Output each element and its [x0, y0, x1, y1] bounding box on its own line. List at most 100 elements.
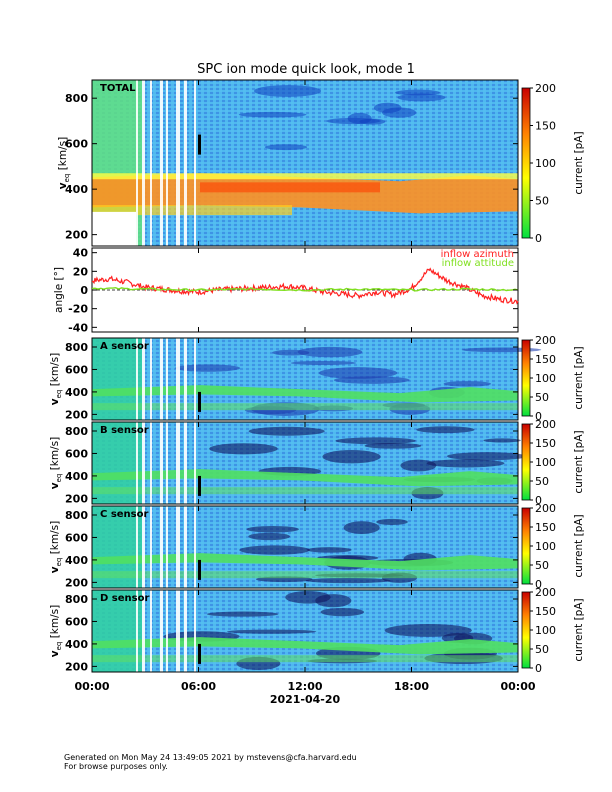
colorbar-tick-label: 150	[535, 353, 556, 366]
heatmap-dark-structure	[322, 449, 381, 464]
heatmap-data-gap	[166, 422, 168, 504]
y-tick-label: 200	[65, 576, 88, 589]
colorbar-tick-label: 150	[535, 120, 556, 133]
y-tick-label: 800	[65, 92, 88, 105]
heatmap-data-gap	[160, 338, 163, 420]
colorbar	[521, 339, 531, 417]
heatmap-marker	[198, 391, 201, 412]
heatmap-dark-structure	[175, 364, 241, 372]
heatmap-data-gap	[136, 506, 138, 588]
panel-label: D sensor	[100, 593, 149, 604]
panel-label: TOTAL	[100, 83, 136, 94]
heatmap-lower-beam	[92, 487, 518, 495]
y-tick-label: 600	[65, 363, 88, 376]
heatmap-dark-structure	[483, 438, 521, 443]
colorbar-tick-label: 50	[535, 559, 549, 572]
y-tick-label: 40	[73, 247, 89, 260]
heatmap-data-gap	[184, 422, 187, 504]
colorbar-tick-label: 100	[535, 456, 556, 469]
colorbar-tick-label: 200	[535, 502, 556, 515]
y-tick-label: 800	[65, 593, 88, 606]
colorbar	[521, 591, 531, 669]
heatmap-data-gap	[142, 80, 145, 246]
colorbar-tick-label: 150	[535, 605, 556, 618]
x-axis: 00:00 06:00 12:00 18:00 00:00 2021-04-20	[74, 680, 535, 706]
panel-label: B sensor	[100, 425, 149, 436]
heatmap-data-gap	[176, 80, 180, 246]
heatmap-data-gap	[160, 422, 163, 504]
heatmap-data-gap	[176, 422, 180, 504]
colorbar-tick-label: 0	[535, 232, 542, 245]
heatmap-dark-structure	[285, 590, 331, 604]
panel-label: A sensor	[100, 341, 149, 352]
colorbar-tick-label: 200	[535, 334, 556, 347]
heatmap-data-gap	[184, 80, 187, 246]
heatmap-data-gap	[194, 422, 196, 504]
colorbar-tick-label: 200	[535, 418, 556, 431]
heatmap-beam	[92, 553, 518, 571]
heatmap-data-gap	[160, 80, 163, 246]
heatmap-dark-structure	[246, 525, 299, 533]
colorbar-tick-label: 50	[535, 643, 549, 656]
x-tick-label: 18:00	[394, 680, 429, 693]
heatmap-dark-structure	[297, 346, 363, 358]
heatmap-texture	[92, 80, 518, 246]
x-tick-label: 00:00	[74, 680, 109, 693]
heatmap-data-gap	[184, 590, 187, 672]
heatmap-dark-structure	[376, 518, 408, 526]
heatmap-beam-edge	[92, 173, 518, 180]
heatmap-data-gap	[166, 590, 168, 672]
footer-line-2: For browse purposes only.	[64, 762, 168, 771]
heatmap-dark-structure	[364, 442, 422, 449]
heatmap-dark-structure	[446, 452, 527, 461]
heatmap-data-gap	[184, 338, 187, 420]
figure-title: SPC ion mode quick look, mode 1	[197, 62, 415, 77]
colorbar-tick-label: 100	[535, 540, 556, 553]
heatmap-data-gap	[160, 590, 163, 672]
y-tick-label: -40	[68, 321, 88, 334]
heatmap-beam	[92, 385, 518, 403]
heatmap-dark-structure	[397, 93, 446, 102]
heatmap-dark-structure	[209, 443, 278, 455]
heatmap-data-gap	[150, 80, 152, 246]
heatmap-marker	[198, 643, 201, 664]
y-axis-label: veq [km/s]	[49, 521, 63, 573]
colorbar-tick-label: 0	[535, 662, 542, 675]
y-axis-label: veq [km/s]	[49, 605, 63, 657]
x-tick-label: 00:00	[500, 680, 535, 693]
heatmap-empty-region	[92, 211, 136, 246]
colorbar-tick-label: 100	[535, 157, 556, 170]
y-tick-label: 400	[65, 386, 88, 399]
heatmap-dark-structure	[248, 426, 325, 436]
x-tick-label: 12:00	[287, 680, 322, 693]
heatmap-data-gap	[160, 506, 163, 588]
panel-label: C sensor	[100, 509, 148, 520]
colorbar-tick-label: 100	[535, 624, 556, 637]
heatmap-data-gap	[194, 338, 196, 420]
heatmap-beam	[92, 637, 518, 655]
colorbar-tick-label: 0	[535, 410, 542, 423]
heatmap-dark-structure	[461, 347, 542, 353]
heatmap-data-gap	[184, 506, 187, 588]
heatmap-data-gap	[150, 590, 152, 672]
heatmap-data-gap	[136, 422, 138, 504]
heatmap-dark-structure	[416, 426, 475, 434]
heatmap-dark-structure	[426, 459, 505, 468]
heatmap-dark-structure	[239, 545, 310, 555]
heatmap-dark-structure	[400, 459, 437, 472]
colorbar-label: current [pA]	[573, 131, 585, 194]
heatmap-dark-structure	[384, 624, 472, 637]
heatmap-data-gap	[142, 590, 145, 672]
heatmap-dark-structure	[206, 611, 279, 617]
heatmap-data-gap	[142, 506, 145, 588]
heatmap-data-gap	[142, 422, 145, 504]
series-line-1	[91, 286, 519, 292]
colorbar-tick-label: 50	[535, 195, 549, 208]
colorbar-label: current [pA]	[573, 598, 585, 661]
y-tick-label: 800	[65, 509, 88, 522]
x-date-label: 2021-04-20	[270, 693, 341, 706]
